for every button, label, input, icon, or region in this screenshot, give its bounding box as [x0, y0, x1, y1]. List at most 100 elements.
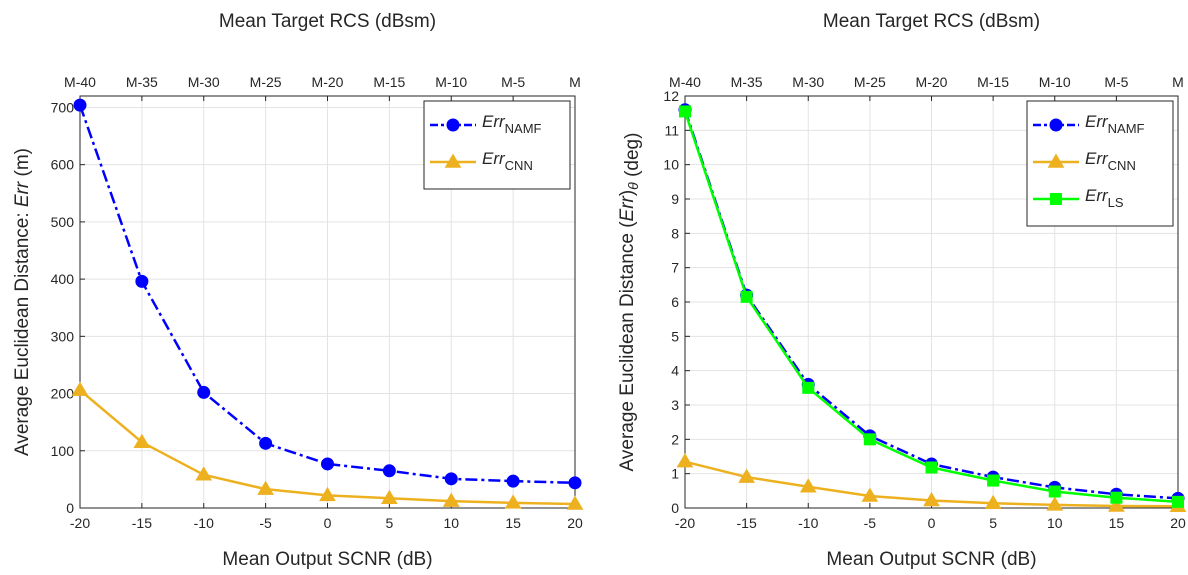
legend-marker-namf	[446, 118, 460, 132]
data-point-namf	[506, 474, 520, 488]
series-cnn	[71, 381, 584, 510]
y-tick-label: 2	[671, 431, 679, 447]
x2-tick-label: M-25	[250, 74, 282, 90]
legend-label-name: Err	[482, 112, 506, 131]
x-tick-label: 10	[443, 515, 459, 531]
legend-label-cnn: ErrCNN	[1085, 149, 1136, 173]
x2-tick-label: M-20	[312, 74, 344, 90]
y-tick-label: 5	[671, 328, 679, 344]
x2-tick-label: M	[1172, 74, 1184, 90]
legend-label-subscript: NAMF	[505, 121, 542, 136]
data-point-cnn	[1046, 496, 1064, 511]
x-tick-label: -15	[132, 515, 152, 531]
data-point-ls	[987, 474, 1000, 487]
legend-label-name: Err	[1085, 112, 1109, 131]
y-tick-label: 700	[51, 99, 75, 115]
x-tick-label: 5	[385, 515, 393, 531]
data-point-namf	[321, 457, 334, 471]
legend-label-namf: ErrNAMF	[482, 112, 542, 136]
legend-marker-ls	[1050, 193, 1062, 205]
data-point-namf	[568, 476, 582, 490]
x2-tick-label: M-40	[669, 74, 701, 90]
data-point-ls	[925, 461, 938, 474]
data-point-namf	[73, 98, 87, 112]
x-tick-label: 20	[567, 515, 583, 531]
series-ls	[679, 105, 1184, 508]
legend-label-subscript: CNN	[1108, 158, 1136, 173]
x2-tick-label: M-30	[792, 74, 824, 90]
data-point-cnn	[923, 491, 940, 507]
legend-label-ls: ErrLS	[1085, 186, 1124, 210]
data-point-ls	[1172, 495, 1184, 508]
legend-marker-cnn	[444, 153, 462, 168]
series-line-namf	[78, 104, 576, 485]
x2-tick-label: M-15	[373, 74, 405, 90]
x-axis-label: Mean Output SCNR (dB)	[222, 549, 432, 570]
data-point-cnn	[381, 489, 398, 505]
data-point-cnn	[442, 492, 460, 507]
y-axis-label-part: Average Euclidean Distance:	[12, 207, 33, 456]
x-tick-label: -5	[864, 515, 877, 531]
y-tick-label: 500	[51, 214, 75, 230]
data-point-ls	[740, 290, 753, 303]
x-tick-label: -5	[259, 515, 272, 531]
x-tick-label: -20	[675, 515, 695, 531]
legend-label-name: Err	[1085, 149, 1109, 168]
legend-label-namf: ErrNAMF	[1085, 112, 1145, 136]
data-point-cnn	[861, 487, 879, 502]
y-tick-label: 0	[671, 500, 679, 516]
y-axis-label-part: (deg)	[622, 133, 643, 183]
x-tick-label: 10	[1047, 515, 1063, 531]
x-tick-label: 15	[1109, 515, 1125, 531]
x-tick-label: -20	[70, 515, 90, 531]
legend-marker-cnn	[1047, 153, 1065, 168]
y-tick-label: 0	[66, 500, 74, 516]
y-tick-label: 7	[671, 260, 679, 276]
x-tick-label: -10	[798, 515, 818, 531]
legend-label-name: Err	[1085, 186, 1109, 205]
data-point-cnn	[984, 494, 1002, 509]
y-tick-label: 600	[51, 157, 75, 173]
data-point-cnn	[195, 466, 213, 481]
y-axis-label-part: )	[617, 190, 638, 196]
y-tick-label: 100	[51, 443, 75, 459]
x-tick-label: 0	[324, 515, 332, 531]
x2-tick-label: M-10	[1039, 74, 1071, 90]
data-point-ls	[802, 381, 815, 394]
legend-box	[423, 100, 571, 190]
data-point-cnn	[738, 468, 755, 483]
data-point-cnn	[504, 494, 522, 509]
y-tick-label: 8	[671, 225, 679, 241]
legend-marker-namf	[1049, 118, 1063, 132]
x-tick-label: 5	[989, 515, 997, 531]
data-point-cnn	[799, 478, 817, 493]
x2-tick-label: M-20	[916, 74, 948, 90]
legend-label-cnn: ErrCNN	[482, 149, 533, 173]
y-tick-label: 11	[664, 122, 679, 138]
y-tick-label: 300	[51, 328, 75, 344]
data-point-namf	[444, 472, 458, 486]
x2-tick-label: M-5	[501, 74, 525, 90]
x2-tick-label: M-35	[126, 74, 158, 90]
chart-2: -20M-40-15M-35-10M-30-5M-250M-205M-1510M…	[617, 11, 1187, 570]
data-point-cnn	[676, 453, 694, 468]
series-line-namf	[683, 109, 1179, 500]
x2-tick-label: M-25	[854, 74, 886, 90]
y-tick-label: 200	[51, 386, 75, 402]
data-point-namf	[259, 436, 273, 450]
x-tick-label: 15	[505, 515, 521, 531]
legend-label-subscript: CNN	[505, 158, 533, 173]
data-point-namf	[197, 385, 211, 399]
series-cnn	[676, 453, 1187, 513]
x2-tick-label: M-40	[64, 74, 96, 90]
data-point-cnn	[71, 381, 89, 396]
x2-axis-label: Mean Target RCS (dBsm)	[219, 11, 436, 32]
y-tick-label: 10	[663, 157, 679, 173]
y-axis-label-part: θ	[625, 182, 641, 190]
x-tick-label: -10	[194, 515, 214, 531]
x-axis-label: Mean Output SCNR (dB)	[826, 549, 1036, 570]
data-point-cnn	[133, 433, 151, 448]
x-tick-label: -15	[737, 515, 757, 531]
